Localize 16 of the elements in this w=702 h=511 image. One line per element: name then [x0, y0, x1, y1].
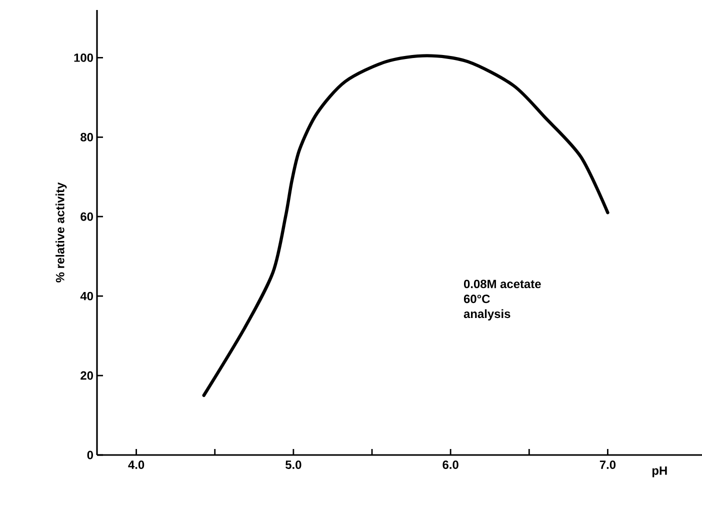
y-tick-label: 80: [80, 132, 93, 142]
annotation: 0.08M acetate: [464, 280, 541, 288]
annotation: analysis: [464, 309, 510, 320]
x-tick-label: 7.0: [600, 460, 616, 469]
x-axis-title: pH: [652, 466, 667, 478]
annotation: 60°C: [464, 294, 490, 304]
y-tick-label: 0: [87, 450, 93, 460]
x-tick-label: 6.0: [442, 460, 458, 469]
y-tick-label: 60: [80, 212, 93, 221]
x-tick-label: 4.0: [128, 460, 144, 469]
y-tick-label: 40: [80, 292, 93, 300]
x-tick-label: 5.0: [285, 460, 302, 469]
y-tick-label: 100: [74, 53, 93, 62]
y-axis-title: % relative activity: [56, 182, 67, 282]
line-series: [202, 54, 610, 397]
y-tick-label: 20: [80, 371, 93, 380]
